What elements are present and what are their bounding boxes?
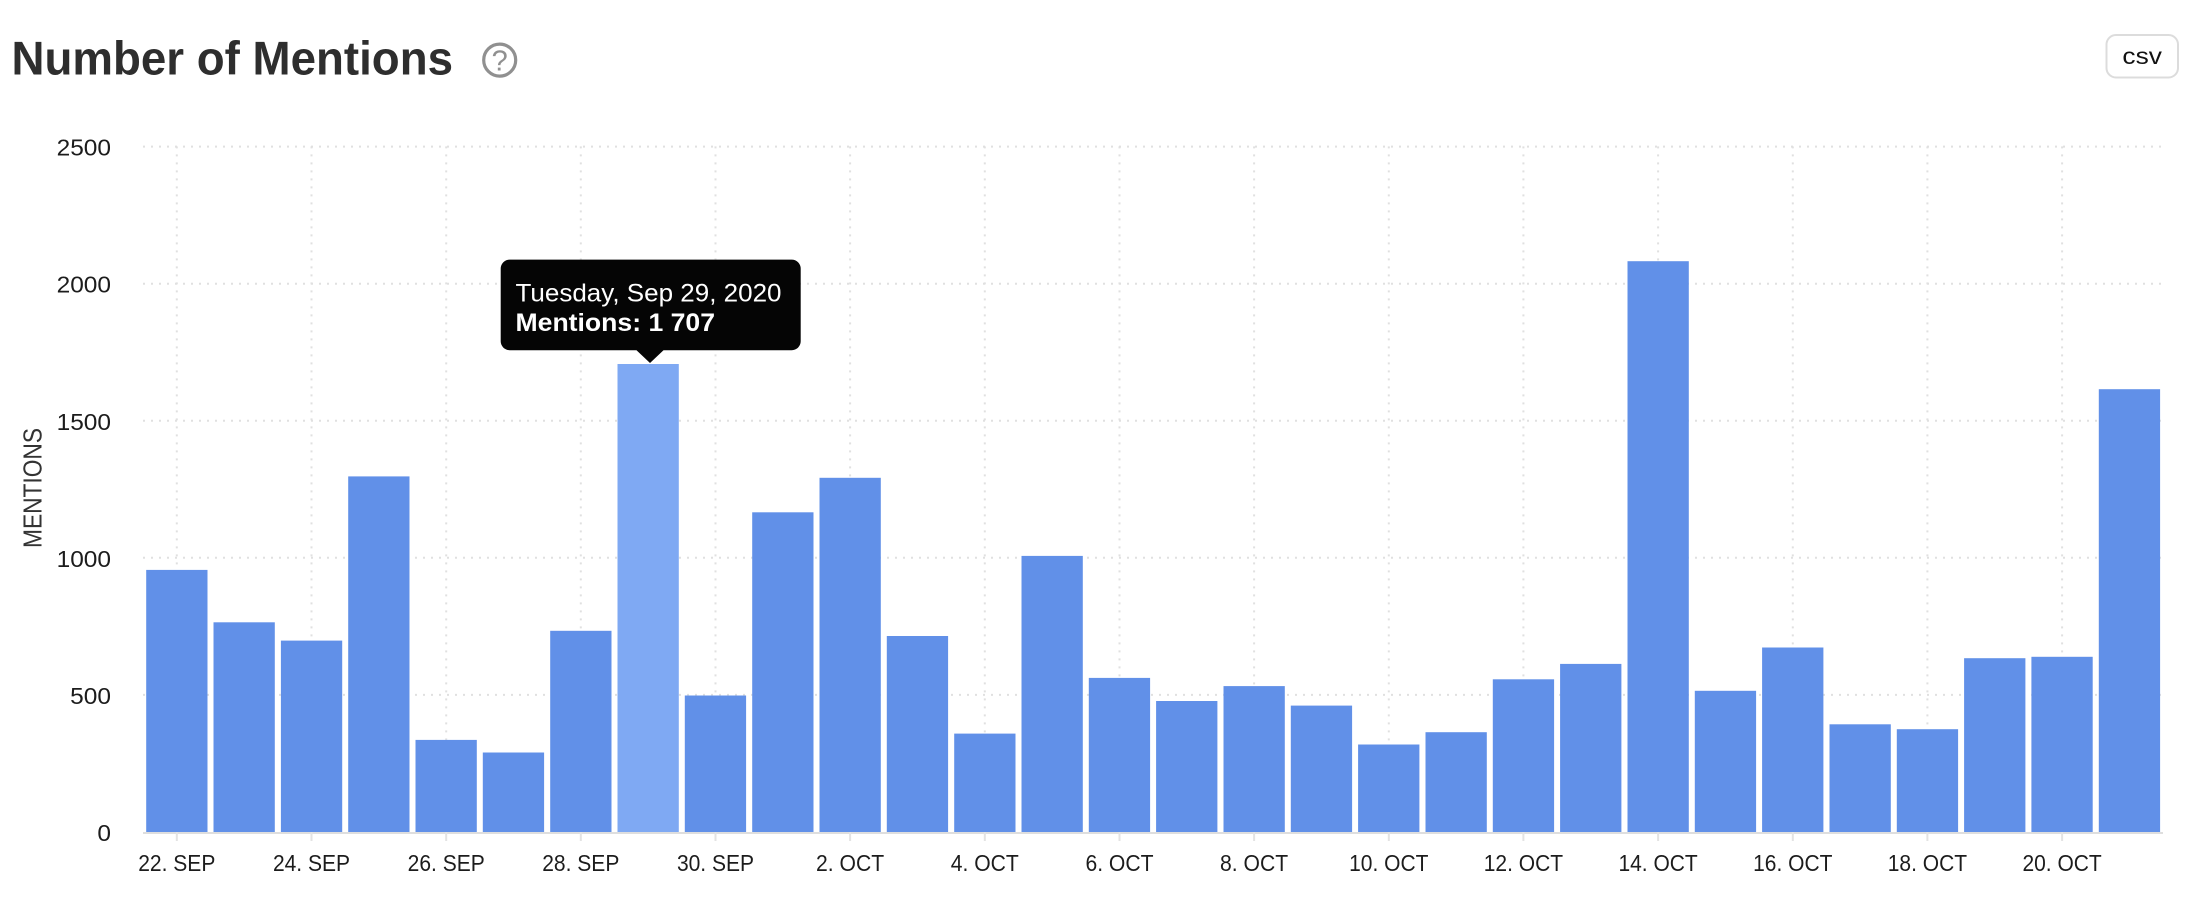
svg-text:12. OCT: 12. OCT [1484, 850, 1563, 876]
svg-text:4. OCT: 4. OCT [951, 850, 1019, 876]
svg-text:2. OCT: 2. OCT [816, 850, 884, 876]
svg-text:20. OCT: 20. OCT [2022, 850, 2101, 876]
svg-text:10. OCT: 10. OCT [1349, 850, 1428, 876]
svg-text:2000: 2000 [57, 272, 111, 298]
svg-text:Tuesday, Sep 29, 2020: Tuesday, Sep 29, 2020 [516, 280, 782, 308]
svg-text:26. SEP: 26. SEP [408, 850, 485, 876]
svg-text:30. SEP: 30. SEP [677, 850, 754, 876]
svg-text:Number of Mentions: Number of Mentions [12, 31, 454, 84]
svg-text:1500: 1500 [57, 409, 111, 435]
svg-text:22. SEP: 22. SEP [138, 850, 215, 876]
svg-text:28. SEP: 28. SEP [542, 850, 619, 876]
svg-text:6. OCT: 6. OCT [1085, 850, 1153, 876]
svg-text:1000: 1000 [57, 546, 111, 572]
svg-text:18. OCT: 18. OCT [1888, 850, 1967, 876]
svg-text:?: ? [492, 45, 508, 77]
svg-text:14. OCT: 14. OCT [1618, 850, 1697, 876]
svg-text:8. OCT: 8. OCT [1220, 850, 1288, 876]
svg-text:16. OCT: 16. OCT [1753, 850, 1832, 876]
svg-text:500: 500 [70, 683, 111, 709]
svg-text:MENTIONS: MENTIONS [18, 428, 48, 548]
svg-text:csv: csv [2122, 43, 2162, 69]
svg-text:2500: 2500 [57, 135, 111, 161]
svg-text:24. SEP: 24. SEP [273, 850, 350, 876]
svg-text:0: 0 [97, 820, 111, 846]
svg-text:Mentions: 1 707: Mentions: 1 707 [516, 309, 716, 337]
